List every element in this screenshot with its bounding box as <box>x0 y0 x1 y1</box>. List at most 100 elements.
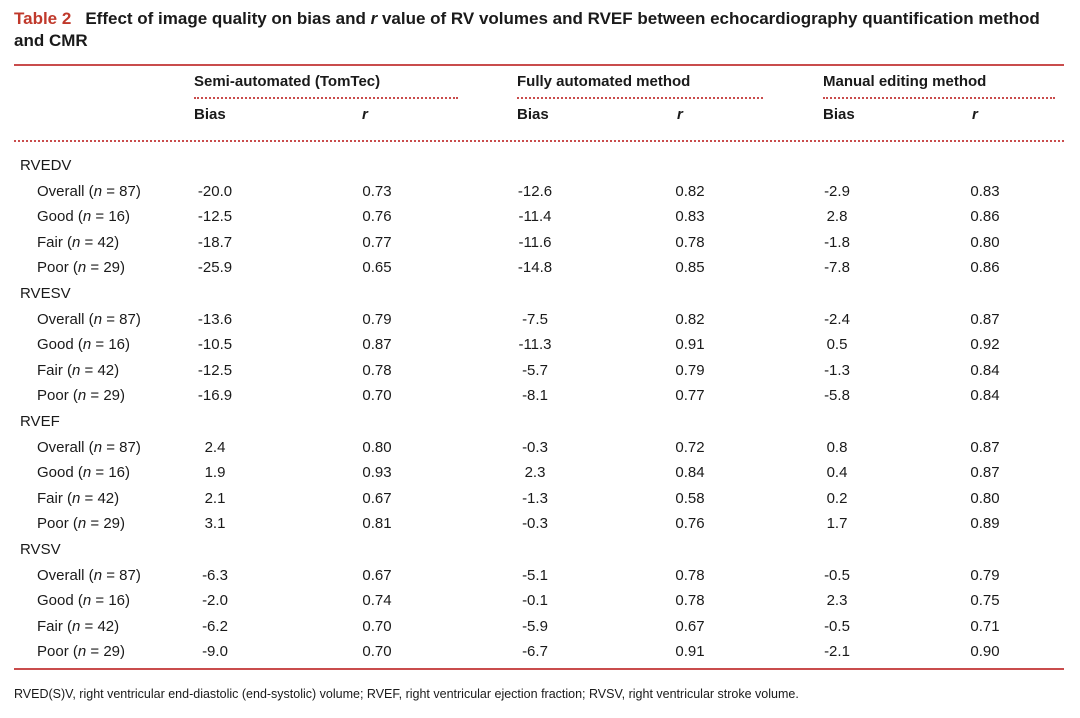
section-row: RVEDV <box>0 153 1080 179</box>
cell-r-manual: 0.87 <box>970 464 1000 482</box>
cell-bias-manual: -0.5 <box>824 566 850 584</box>
cell-bias-semi: 1.9 <box>204 464 226 482</box>
row-label: Good (n = 16) <box>37 464 131 482</box>
cell-r-semi: 0.70 <box>362 643 392 661</box>
cell-bias-manual: -1.8 <box>824 233 850 251</box>
table-row: Poor (n = 29) -9.0 0.70 -6.7 0.91 -2.1 0.90 <box>0 639 1080 665</box>
table-row: Fair (n = 42) -18.7 0.77 -11.6 0.78 -1.8 0.80 <box>0 230 1080 256</box>
row-label: Fair (n = 42) <box>37 233 120 251</box>
cell-bias-manual: 0.4 <box>826 464 848 482</box>
cell-r-semi: 0.65 <box>362 259 392 277</box>
cell-bias-manual: -0.5 <box>824 617 850 635</box>
table-row: Overall (n = 87) -6.3 0.67 -5.1 0.78 -0.5 0.79 <box>0 563 1080 589</box>
cell-r-semi: 0.93 <box>362 464 392 482</box>
table-row: Good (n = 16) -10.5 0.87 -11.3 0.91 0.5 0.92 <box>0 332 1080 358</box>
bottom-rule <box>14 668 1064 670</box>
cell-bias-manual: -5.8 <box>824 387 850 405</box>
row-label: Fair (n = 42) <box>37 361 120 379</box>
group-header-manual-editing: Manual editing method <box>823 73 987 90</box>
n-symbol: n <box>82 464 92 482</box>
row-label: Poor (n = 29) <box>37 387 125 405</box>
subheader-bias-manual: Bias <box>823 106 855 123</box>
cell-bias-fully: -5.7 <box>522 361 548 379</box>
cell-bias-manual: 2.8 <box>826 208 848 226</box>
n-value: 87 <box>119 566 136 584</box>
cell-r-manual: 0.86 <box>970 208 1000 226</box>
cell-bias-fully: -11.6 <box>518 233 552 251</box>
cell-r-fully: 0.83 <box>675 208 705 226</box>
section-label: RVEDV <box>20 157 72 174</box>
row-label: Good (n = 16) <box>37 336 131 354</box>
quality-label: Fair <box>37 617 63 635</box>
row-label: Overall (n = 87) <box>37 566 141 584</box>
cell-r-semi: 0.78 <box>362 361 392 379</box>
table-row: Good (n = 16) -12.5 0.76 -11.4 0.83 2.8 0.86 <box>0 204 1080 230</box>
cell-bias-manual: 1.7 <box>826 515 848 533</box>
cell-bias-fully: -11.3 <box>518 336 552 354</box>
quality-label: Good <box>37 464 74 482</box>
group-underline-fully-automated <box>517 97 763 99</box>
table-body: RVEDV Overall (n = 87) -20.0 0.73 -12.6 0.82 -… <box>0 153 1080 665</box>
cell-bias-manual: 0.5 <box>826 336 848 354</box>
n-symbol: n <box>72 361 81 379</box>
quality-label: Overall <box>37 182 85 200</box>
quality-label: Poor <box>37 643 69 661</box>
n-symbol: n <box>72 617 81 635</box>
table-row: Poor (n = 29) 3.1 0.81 -0.3 0.76 1.7 0.89 <box>0 511 1080 537</box>
n-value: 29 <box>103 643 120 661</box>
quality-label: Good <box>37 208 74 226</box>
cell-r-semi: 0.74 <box>362 592 392 610</box>
cell-r-fully: 0.78 <box>675 233 705 251</box>
cell-r-fully: 0.67 <box>675 617 705 635</box>
row-label: Poor (n = 29) <box>37 643 125 661</box>
cell-r-semi: 0.73 <box>362 182 392 200</box>
table-row: Fair (n = 42) -6.2 0.70 -5.9 0.67 -0.5 0.71 <box>0 614 1080 640</box>
n-value: 87 <box>119 182 136 200</box>
table-row: Good (n = 16) 1.9 0.93 2.3 0.84 0.4 0.87 <box>0 460 1080 486</box>
table-row: Good (n = 16) -2.0 0.74 -0.1 0.78 2.3 0.75 <box>0 588 1080 614</box>
n-symbol: n <box>93 566 103 584</box>
quality-label: Good <box>37 592 74 610</box>
section-label: RVSV <box>20 540 61 558</box>
cell-bias-fully: -14.8 <box>517 259 553 277</box>
quality-label: Poor <box>37 515 69 533</box>
cell-r-fully: 0.78 <box>675 592 705 610</box>
cell-r-manual: 0.84 <box>970 387 1000 405</box>
cell-r-fully: 0.84 <box>675 464 705 482</box>
cell-bias-semi: -2.0 <box>202 592 228 610</box>
caption-text-1: Effect of image quality on bias and <box>85 9 366 28</box>
cell-r-manual: 0.80 <box>970 233 1000 251</box>
quality-label: Poor <box>37 259 69 277</box>
cell-bias-fully: -8.1 <box>522 387 548 405</box>
cell-bias-semi: -6.3 <box>202 566 228 584</box>
cell-bias-fully: -0.1 <box>522 592 548 610</box>
section-row: RVESV <box>0 281 1080 307</box>
cell-r-fully: 0.78 <box>675 566 705 584</box>
n-value: 42 <box>97 617 115 635</box>
cell-r-semi: 0.80 <box>362 438 392 456</box>
n-symbol: n <box>82 336 92 354</box>
n-value: 29 <box>103 259 120 277</box>
quality-label: Fair <box>37 233 63 251</box>
quality-label: Overall <box>37 438 85 456</box>
cell-r-manual: 0.87 <box>970 310 1000 328</box>
cell-r-manual: 0.71 <box>970 617 1000 635</box>
cell-r-fully: 0.76 <box>675 515 705 533</box>
cell-bias-semi: -20.0 <box>197 182 233 200</box>
row-label: Overall (n = 87) <box>37 182 141 200</box>
row-label: Overall (n = 87) <box>37 438 141 456</box>
cell-r-semi: 0.70 <box>362 617 392 635</box>
cell-r-semi: 0.70 <box>362 387 392 405</box>
cell-bias-semi: -25.9 <box>197 259 233 277</box>
n-value: 16 <box>108 336 126 354</box>
n-value: 16 <box>108 592 126 610</box>
group-header-semi-automated: Semi-automated (TomTec) <box>194 73 381 90</box>
n-symbol: n <box>77 259 87 277</box>
table-footnote: RVED(S)V, right ventricular end-diastoli… <box>14 687 799 701</box>
cell-bias-manual: -1.3 <box>824 361 850 379</box>
n-symbol: n <box>82 208 92 226</box>
row-label: Poor (n = 29) <box>37 515 125 533</box>
cell-r-fully: 0.77 <box>675 387 705 405</box>
header-divider <box>14 140 1064 142</box>
subheader-r-fully: r <box>677 106 683 123</box>
